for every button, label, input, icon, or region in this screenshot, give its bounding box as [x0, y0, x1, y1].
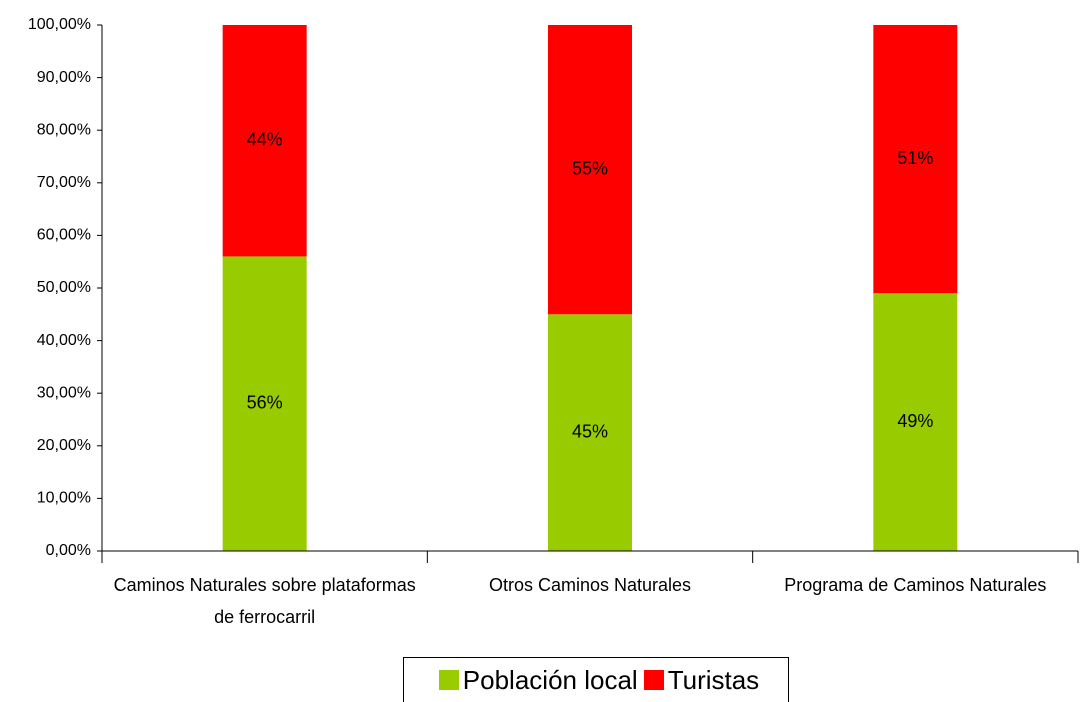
data-label: 44% — [247, 129, 283, 149]
y-tick-label: 30,00% — [37, 384, 91, 401]
bar-segment — [873, 25, 958, 294]
data-label: 49% — [897, 411, 933, 431]
y-tick-label: 100,00% — [28, 16, 91, 33]
x-tick-label: Programa de Caminos Naturales — [784, 575, 1047, 595]
legend-swatch — [438, 670, 459, 690]
legend: Población local Turistas — [403, 657, 789, 702]
y-tick-label: 20,00% — [37, 437, 91, 454]
bar-segment — [548, 314, 632, 551]
data-label: 55% — [572, 158, 608, 178]
y-tick-label: 70,00% — [37, 174, 91, 191]
bar-segment — [873, 293, 958, 551]
x-tick-label: Caminos Naturales sobre plataformas de f… — [113, 575, 416, 627]
legend-swatch — [643, 670, 664, 690]
y-tick-label: 50,00% — [37, 279, 91, 296]
y-tick-label: 0,00% — [46, 542, 91, 559]
bar-segment — [222, 256, 307, 551]
y-tick-label: 10,00% — [37, 490, 91, 507]
y-tick-label: 80,00% — [37, 121, 91, 138]
y-tick-label: 90,00% — [37, 69, 91, 86]
bar-segment — [222, 25, 307, 257]
legend-label: Turistas — [667, 664, 760, 695]
bar-segment — [548, 25, 632, 315]
data-label: 56% — [247, 392, 283, 412]
data-label: 51% — [897, 148, 933, 168]
x-tick-label: Otros Caminos Naturales — [488, 575, 692, 595]
legend-label: Población local — [462, 664, 638, 695]
y-tick-label: 60,00% — [37, 227, 91, 244]
y-tick-label: 40,00% — [37, 332, 91, 349]
data-label: 45% — [572, 421, 608, 441]
